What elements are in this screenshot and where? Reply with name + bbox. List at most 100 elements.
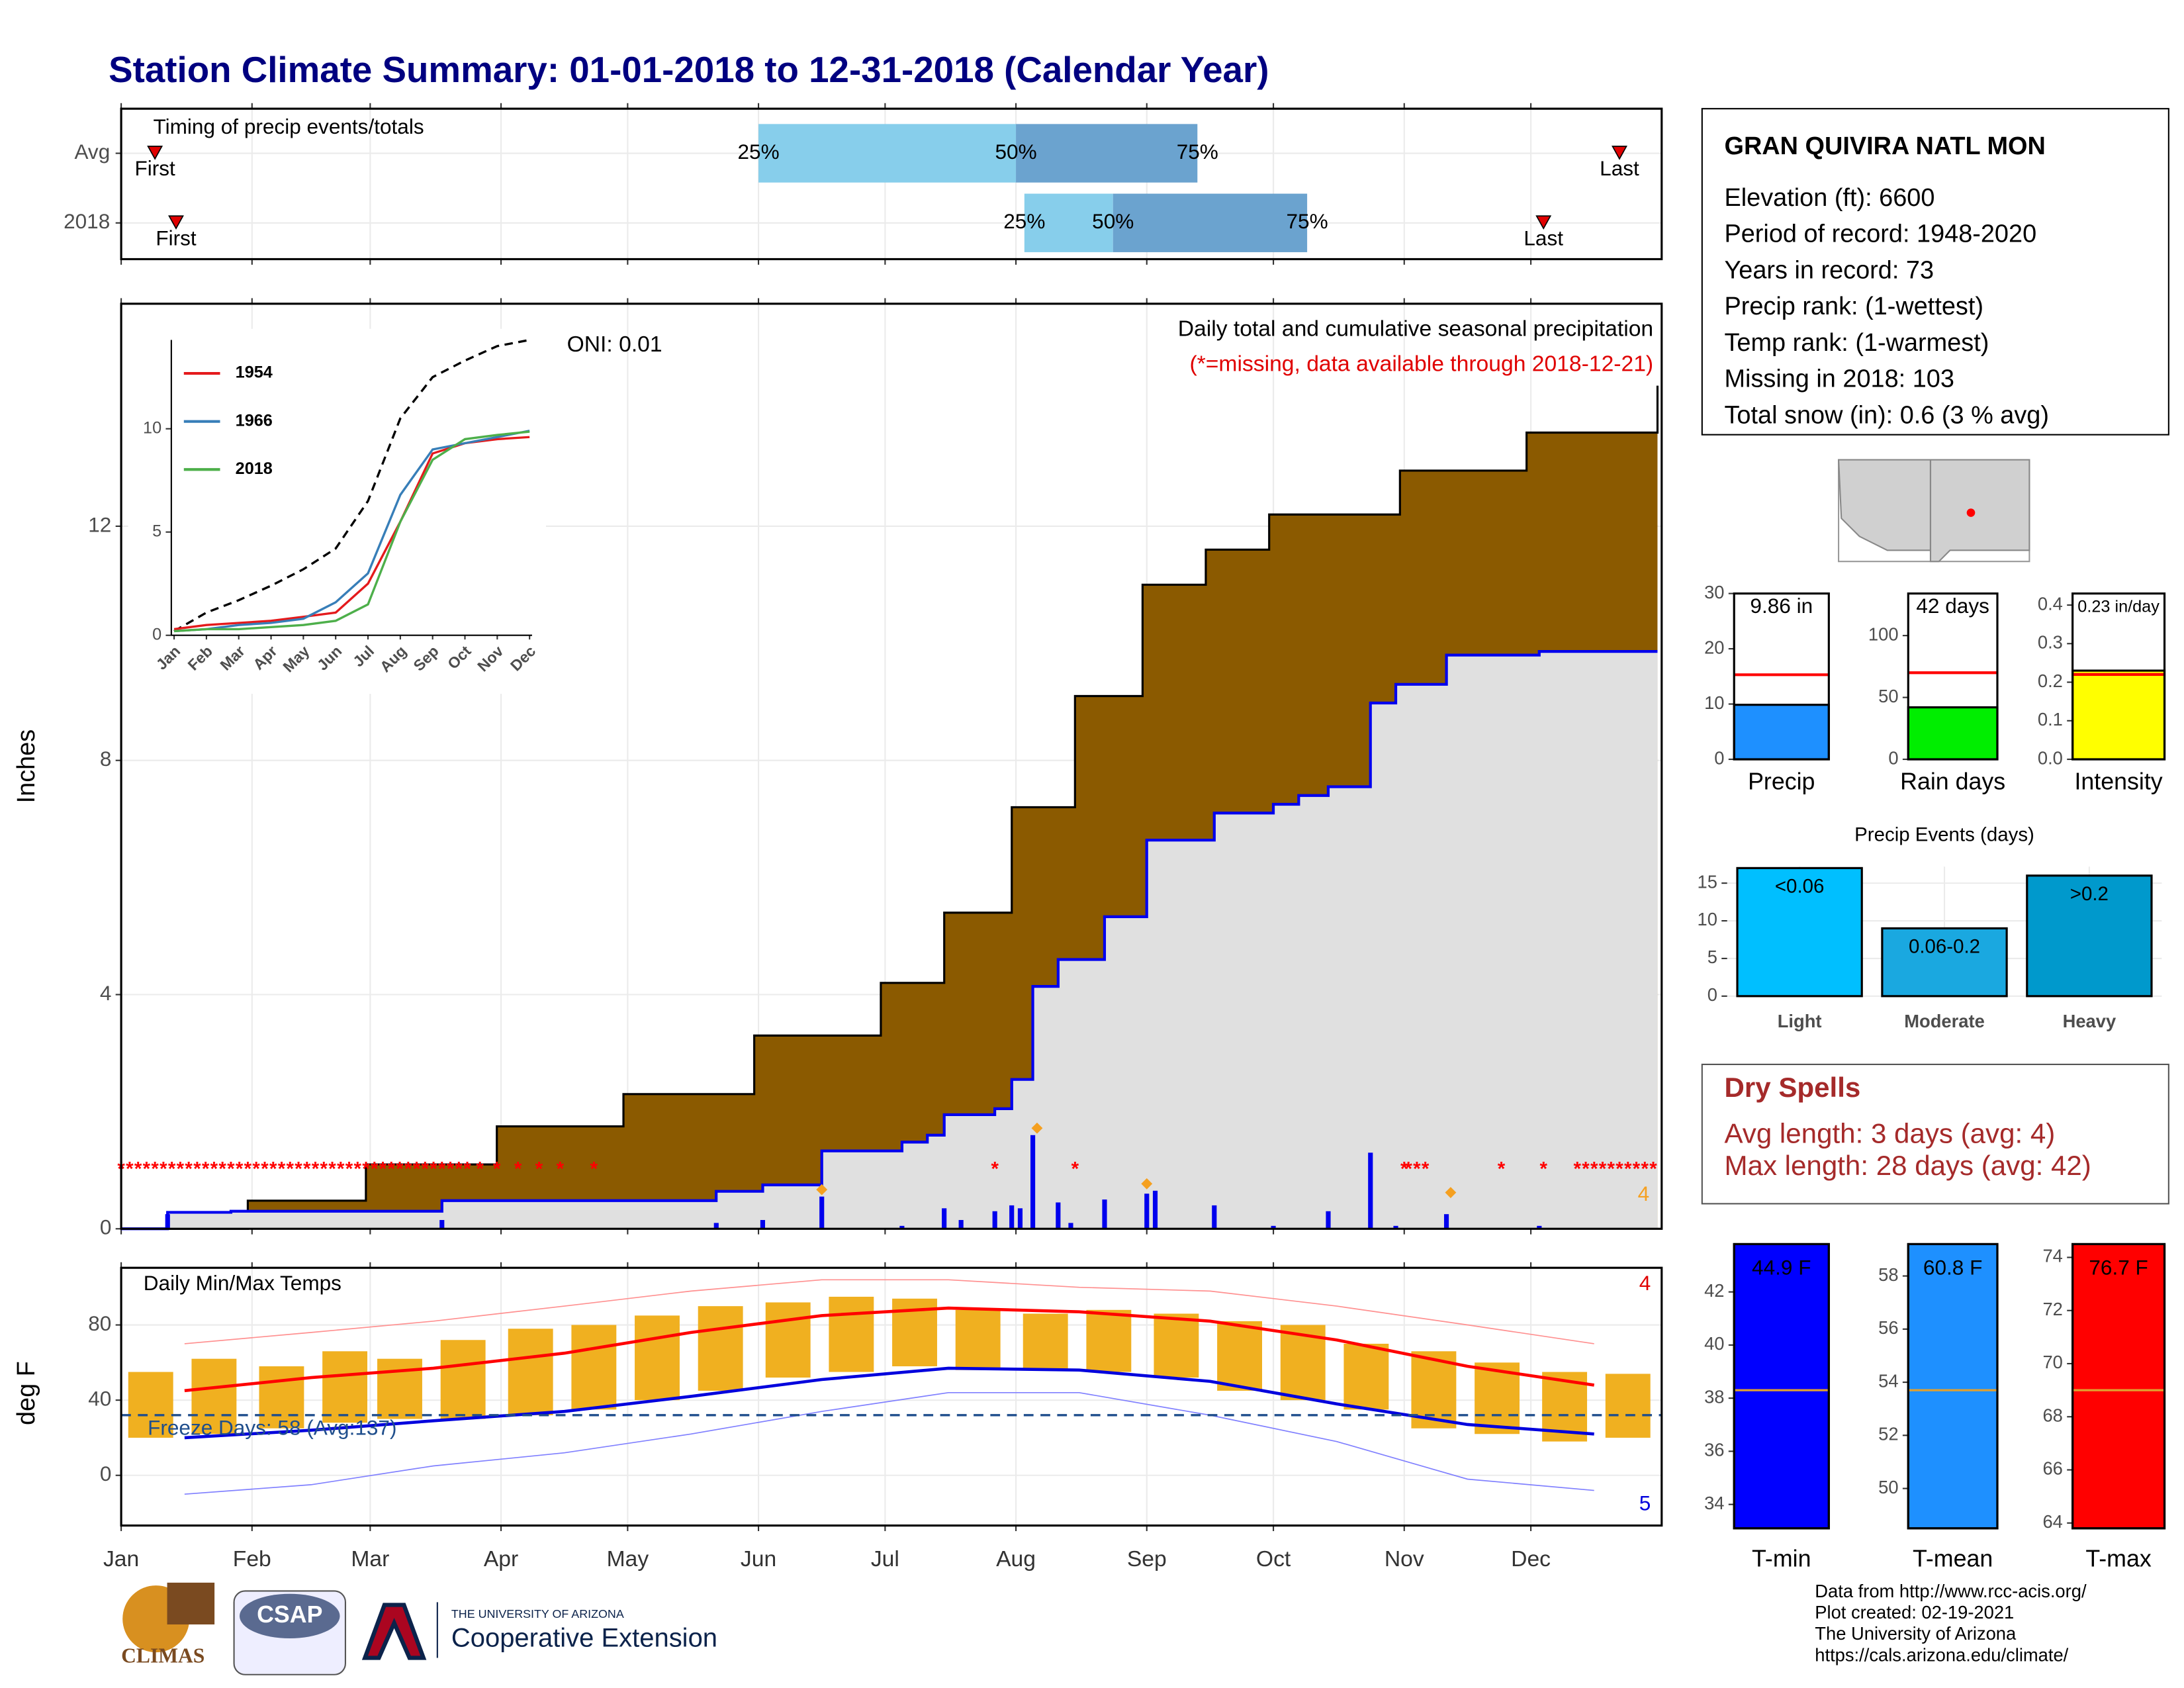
y-tick-label: 0 xyxy=(152,625,161,643)
y-tick-label: 56 xyxy=(1878,1317,1898,1338)
y-axis-label: deg F xyxy=(13,1361,40,1425)
x-tick-label: Apr xyxy=(484,1547,518,1571)
missing-star: * xyxy=(295,1158,302,1180)
event-bar xyxy=(1881,927,2008,998)
missing-star: * xyxy=(218,1158,226,1180)
chart-title: Precip Events (days) xyxy=(1854,824,2034,846)
missing-star: * xyxy=(261,1158,269,1180)
x-tick-label: Light xyxy=(1778,1011,1822,1031)
daily-bar xyxy=(1368,1152,1373,1229)
daily-bar xyxy=(165,1214,170,1229)
missing-star: * xyxy=(159,1158,167,1180)
inset-bg xyxy=(128,328,547,694)
y-tick-label: 4 xyxy=(100,981,112,1005)
percentile-bar xyxy=(1113,193,1308,252)
x-tick-label: Jul xyxy=(871,1547,899,1571)
legend-label: 1954 xyxy=(236,363,273,382)
daily-bar xyxy=(1102,1199,1107,1229)
temp-range-bar xyxy=(508,1329,553,1415)
y-tick-label: 36 xyxy=(1704,1440,1724,1460)
summary-bar xyxy=(1907,1243,1999,1530)
missing-star: * xyxy=(1599,1158,1607,1180)
y-tick-label: Avg xyxy=(74,140,110,164)
category-label: Rain days xyxy=(1900,768,2005,794)
missing-star: * xyxy=(151,1158,159,1180)
missing-star: * xyxy=(252,1158,260,1180)
missing-star: * xyxy=(1624,1158,1632,1180)
y-tick-label: 100 xyxy=(1868,624,1899,644)
y-tick-label: 5 xyxy=(152,522,161,540)
panel-frame xyxy=(1907,592,1999,761)
missing-star: * xyxy=(1422,1158,1430,1180)
missing-star: * xyxy=(476,1158,484,1180)
station-box xyxy=(1701,108,2169,436)
bin-label: 0.06-0.2 xyxy=(1909,936,1980,958)
missing-star: * xyxy=(535,1158,543,1180)
extreme-count: 4 xyxy=(1638,1182,1650,1205)
missing-star: * xyxy=(328,1158,336,1180)
temp-range-bar xyxy=(1023,1313,1068,1370)
missing-star: * xyxy=(134,1158,142,1180)
percentile-bar xyxy=(758,124,1017,183)
min-count: 5 xyxy=(1639,1491,1651,1515)
y-tick-label: 64 xyxy=(2042,1511,2062,1532)
x-tick-label: Nov xyxy=(1385,1547,1424,1571)
y-tick-label: 30 xyxy=(1704,582,1724,602)
missing-star: * xyxy=(345,1158,353,1180)
x-tick-label: Jun xyxy=(741,1547,776,1571)
year-line xyxy=(173,430,530,633)
category-label: T-min xyxy=(1752,1546,1811,1572)
missing-star: * xyxy=(1404,1158,1412,1180)
y-tick-label: 0.4 xyxy=(2038,593,2063,614)
daily-bar xyxy=(1393,1225,1398,1229)
x-tick-label: Sep xyxy=(1127,1547,1167,1571)
station-line: Total snow (in): 0.6 (3 % avg) xyxy=(1724,401,2048,429)
missing-star: * xyxy=(991,1158,999,1180)
value-label: 9.86 in xyxy=(1750,594,1813,618)
missing-star: * xyxy=(1582,1158,1590,1180)
missing-star: * xyxy=(312,1158,320,1180)
daily-bar xyxy=(1212,1205,1217,1229)
y-tick-label: 72 xyxy=(2042,1299,2062,1319)
temp-range-bar xyxy=(128,1372,173,1438)
daily-bar xyxy=(992,1211,997,1229)
freeze-label: Freeze Days: 58 (Avg:137) xyxy=(148,1416,396,1440)
daily-bar xyxy=(1017,1208,1023,1229)
temp-line xyxy=(184,1391,1594,1495)
station-line: Missing in 2018: 103 xyxy=(1724,365,1954,393)
daily-bar xyxy=(1030,1135,1036,1229)
missing-star: * xyxy=(236,1158,244,1180)
percentile-label: 75% xyxy=(1287,209,1328,233)
panel-frame xyxy=(1907,1243,1999,1530)
panel-frame xyxy=(120,1266,1663,1527)
event-label: Last xyxy=(1600,156,1639,180)
footer-line: https://cals.arizona.edu/climate/ xyxy=(1815,1644,2068,1665)
station-line: Temp rank: (1-warmest) xyxy=(1724,329,1989,357)
y-tick-label: 10 xyxy=(1704,692,1724,713)
dry-line: Max length: 28 days (avg: 42) xyxy=(1724,1150,2091,1181)
event-marker xyxy=(168,215,184,230)
missing-star: * xyxy=(590,1158,598,1180)
average-line xyxy=(173,338,530,632)
value-label: 76.7 F xyxy=(2089,1256,2148,1280)
y-tick-label: 70 xyxy=(2042,1352,2062,1372)
value-label: 0.23 in/day xyxy=(2077,597,2160,616)
temp-line xyxy=(184,1306,1595,1393)
y-tick-label: 50 xyxy=(1878,1477,1898,1497)
ua-text: THE UNIVERSITY OF ARIZONA xyxy=(451,1607,624,1620)
y-tick-label: 52 xyxy=(1878,1424,1898,1444)
missing-star: * xyxy=(193,1158,201,1180)
percentile-label: 50% xyxy=(1092,209,1134,233)
y-tick-label: 0.0 xyxy=(2038,747,2063,768)
y-tick-label: 80 xyxy=(88,1311,111,1335)
percentile-label: 25% xyxy=(737,140,779,164)
category-label: Precip xyxy=(1748,768,1815,794)
summary-bar xyxy=(1907,706,1999,761)
missing-star: * xyxy=(244,1158,252,1180)
missing-star: * xyxy=(493,1158,501,1180)
y-tick-label: 0.1 xyxy=(2038,709,2063,729)
missing-star: * xyxy=(1615,1158,1623,1180)
cumulative-line xyxy=(121,385,1659,1230)
